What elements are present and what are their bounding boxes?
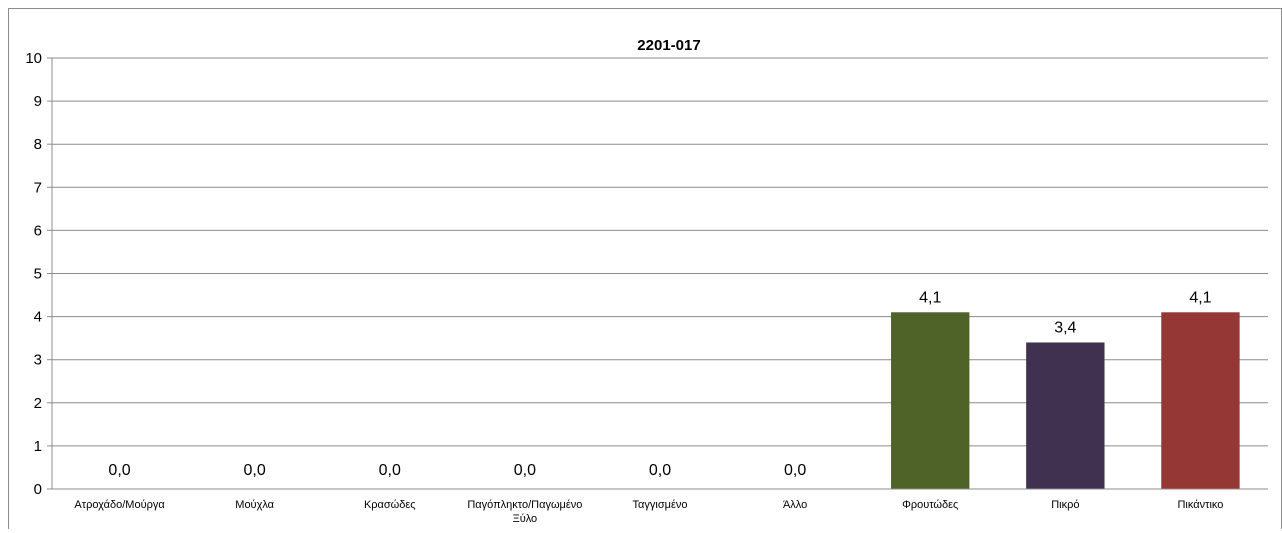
y-tick-label: 5: [34, 266, 42, 283]
bar: [1026, 342, 1105, 489]
y-tick-label: 0: [34, 481, 42, 498]
x-tick-label: Παγόπληκτο/Παγωμένο Ξύλο: [467, 499, 582, 525]
x-axis: Ατροχάδο/Μούργα Μούχλα Κρασώδες Παγόπληκτο/…: [52, 488, 1268, 525]
x-tick-label: Άλλο: [783, 499, 807, 511]
y-tick-label: 2: [34, 395, 42, 412]
data-label: 0,0: [244, 462, 266, 479]
data-label: 3,4: [1054, 319, 1076, 336]
bar: [1161, 312, 1240, 489]
y-tick-label: 9: [34, 93, 42, 110]
y-tick-label: 4: [34, 309, 42, 326]
x-tick-label: Μούχλα: [235, 499, 274, 511]
y-axis: 0 1 2 3 4 5 6 7 8 9 10: [25, 50, 53, 498]
data-label: 0,0: [649, 462, 671, 479]
data-labels: 0,0 0,0 0,0 0,0 0,0 0,0 4,1 3,4 4,1: [108, 289, 1211, 479]
chart-title: 2201-017: [637, 37, 700, 54]
data-label: 0,0: [514, 462, 536, 479]
y-tick-label: 7: [34, 179, 42, 196]
data-label: 4,1: [1189, 289, 1211, 306]
y-tick-label: 8: [34, 136, 42, 153]
y-tick-label: 1: [34, 438, 42, 455]
y-tick-label: 10: [25, 50, 42, 67]
data-label: 0,0: [108, 462, 130, 479]
x-tick-label: Ατροχάδο/Μούργα: [74, 499, 165, 511]
bars: [891, 312, 1240, 489]
x-tick-label: Φρουτώδες: [902, 499, 958, 511]
y-tick-label: 3: [34, 352, 42, 369]
data-label: 0,0: [784, 462, 806, 479]
x-tick-label: Πικρό: [1051, 499, 1079, 511]
x-tick-label: Πικάντικο: [1177, 499, 1223, 511]
bar: [891, 312, 970, 489]
x-tick-label: Κρασώδες: [364, 499, 416, 511]
y-tick-label: 6: [34, 222, 42, 239]
data-label: 4,1: [919, 289, 941, 306]
x-tick-label: Ταγγισμένο: [633, 499, 688, 511]
data-label: 0,0: [379, 462, 401, 479]
